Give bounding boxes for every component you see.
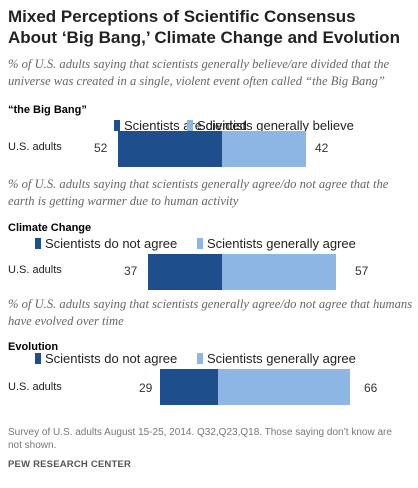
legend-swatch-dark bbox=[35, 238, 41, 249]
row-label: U.S. adults bbox=[8, 264, 62, 276]
data-label-climate-not-agree: 37 bbox=[124, 264, 138, 278]
legend-swatch-light bbox=[197, 353, 203, 364]
subtitle-evolution: % of U.S. adults saying that scientists … bbox=[8, 297, 413, 328]
bar-climate-not-agree bbox=[148, 254, 222, 290]
legend-item-climate-agree: Scientists generally agree bbox=[197, 237, 356, 251]
bar-climate-agree bbox=[222, 254, 336, 290]
subtitle-climate: % of U.S. adults saying that scientists … bbox=[8, 177, 389, 208]
chart-title: Mixed Perceptions of Scientific Consensu… bbox=[8, 7, 400, 47]
row-label: U.S. adults bbox=[8, 381, 62, 393]
data-label-believe: 42 bbox=[315, 141, 329, 155]
footnote: Survey of U.S. adults August 15-25, 2014… bbox=[8, 427, 392, 451]
bar-evolution-agree bbox=[218, 369, 350, 405]
legend-label: Scientists do not agree bbox=[45, 236, 178, 251]
legend-item-climate-not-agree: Scientists do not agree bbox=[35, 237, 177, 251]
data-label-divided: 52 bbox=[94, 141, 108, 155]
legend-label: Scientists do not agree bbox=[45, 351, 178, 366]
bar-divided bbox=[118, 131, 222, 167]
legend-label: Scientists generally agree bbox=[207, 236, 356, 251]
subtitle-big-bang: % of U.S. adults saying that scientists … bbox=[8, 57, 390, 88]
legend-label: Scientists are divided bbox=[124, 118, 247, 133]
legend-item-believe: Scientists generally believe bbox=[187, 119, 354, 133]
legend-swatch-dark bbox=[114, 120, 120, 131]
legend-item-evolution-not-agree: Scientists do not agree bbox=[35, 352, 177, 366]
legend-item-divided: Scientists are divided bbox=[114, 119, 247, 133]
legend-swatch-light bbox=[187, 120, 193, 131]
bar-evolution-not-agree bbox=[160, 369, 218, 405]
legend-label: Scientists generally agree bbox=[207, 351, 356, 366]
section-title-climate: Climate Change bbox=[8, 222, 92, 234]
section-title-evolution: Evolution bbox=[8, 341, 59, 353]
legend-swatch-light bbox=[197, 238, 203, 249]
legend-swatch-dark bbox=[35, 353, 41, 364]
bar-believe bbox=[222, 131, 306, 167]
source-label: PEW RESEARCH CENTER bbox=[8, 459, 132, 470]
legend-label: Scientists generally believe bbox=[197, 118, 354, 133]
data-label-evolution-not-agree: 29 bbox=[139, 381, 153, 395]
section-title-big-bang: “the Big Bang” bbox=[8, 104, 87, 116]
data-label-evolution-agree: 66 bbox=[364, 381, 378, 395]
legend-item-evolution-agree: Scientists generally agree bbox=[197, 352, 356, 366]
row-label: U.S. adults bbox=[8, 141, 62, 153]
data-label-climate-agree: 57 bbox=[355, 264, 369, 278]
